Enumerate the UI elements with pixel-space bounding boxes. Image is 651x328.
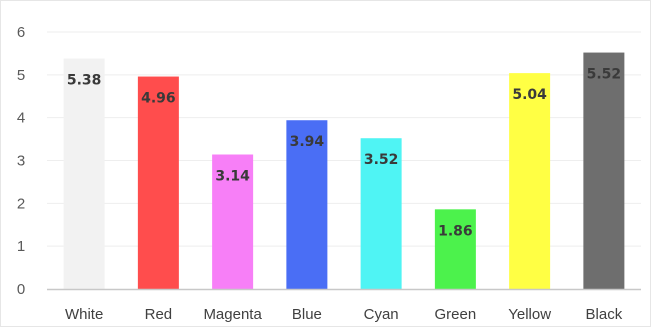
y-tick-label: 5 [17,67,25,84]
labels: 0 1 2 3 4 5 6 5.38 White 4.96 Red 3.14 Magenta 3.94 Bl… [17,24,623,323]
x-category-label: Cyan [364,306,399,323]
data-label: 1.86 [438,223,473,239]
data-label: 3.52 [364,152,399,168]
bar-yellow [509,73,551,290]
y-tick-label: 6 [17,24,25,41]
x-category-label: Blue [292,306,322,323]
bar-green [434,209,476,289]
data-label: 3.14 [215,169,250,185]
x-category-label: Red [145,306,173,323]
y-tick-label: 3 [17,153,25,170]
bar-black [583,52,625,290]
bar-white [63,58,105,289]
x-category-label: Green [435,306,477,323]
gridlines [47,31,641,247]
data-label: 5.52 [587,67,622,83]
data-label: 5.04 [512,87,547,103]
data-label: 5.38 [67,73,102,89]
y-tick-label: 4 [17,110,25,127]
y-tick-label: 1 [17,238,25,255]
x-category-label: Yellow [508,306,551,323]
y-tick-label: 0 [17,281,25,298]
bar-red [137,76,179,290]
data-label: 4.96 [141,91,176,107]
x-category-label: White [65,306,103,323]
bar-magenta [212,154,254,289]
bar-cyan [360,138,402,289]
x-category-label: Magenta [203,306,262,323]
x-category-label: Black [586,306,623,323]
y-tick-label: 2 [17,195,25,212]
data-label: 3.94 [290,134,325,150]
bar-blue [286,120,328,289]
bars [63,52,625,290]
